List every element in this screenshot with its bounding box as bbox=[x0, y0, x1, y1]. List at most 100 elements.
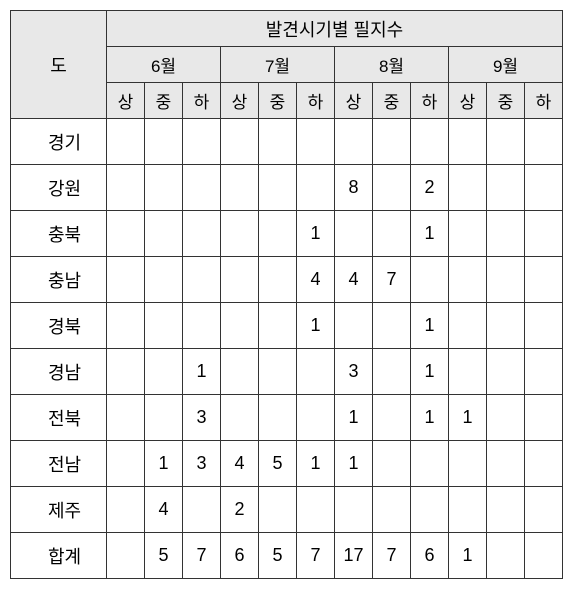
table-row: 합계5765717761 bbox=[11, 533, 563, 579]
table-row: 전북3111 bbox=[11, 395, 563, 441]
col-header-month-7: 7월 bbox=[221, 47, 335, 83]
col-header-month-8: 8월 bbox=[335, 47, 449, 83]
sub-header: 상 bbox=[449, 83, 487, 119]
row-label: 합계 bbox=[11, 533, 107, 579]
cell bbox=[525, 487, 563, 533]
row-label: 충남 bbox=[11, 257, 107, 303]
cell bbox=[221, 119, 259, 165]
cell: 5 bbox=[145, 533, 183, 579]
row-label: 충북 bbox=[11, 211, 107, 257]
cell bbox=[525, 303, 563, 349]
cell bbox=[373, 395, 411, 441]
cell bbox=[107, 257, 145, 303]
row-label: 경북 bbox=[11, 303, 107, 349]
cell bbox=[107, 165, 145, 211]
cell bbox=[525, 211, 563, 257]
cell bbox=[107, 441, 145, 487]
cell bbox=[449, 487, 487, 533]
cell: 1 bbox=[449, 533, 487, 579]
cell bbox=[487, 395, 525, 441]
cell: 5 bbox=[259, 441, 297, 487]
cell: 1 bbox=[297, 441, 335, 487]
col-header-month-6: 6월 bbox=[107, 47, 221, 83]
cell bbox=[449, 165, 487, 211]
sub-header: 하 bbox=[297, 83, 335, 119]
cell: 6 bbox=[411, 533, 449, 579]
sub-header: 상 bbox=[107, 83, 145, 119]
cell: 4 bbox=[145, 487, 183, 533]
cell bbox=[107, 119, 145, 165]
cell bbox=[297, 395, 335, 441]
cell: 1 bbox=[411, 349, 449, 395]
row-label: 경기 bbox=[11, 119, 107, 165]
cell bbox=[449, 257, 487, 303]
sub-header: 중 bbox=[487, 83, 525, 119]
cell bbox=[183, 165, 221, 211]
cell bbox=[145, 303, 183, 349]
cell bbox=[487, 211, 525, 257]
cell bbox=[221, 165, 259, 211]
cell bbox=[259, 349, 297, 395]
cell: 7 bbox=[183, 533, 221, 579]
cell: 1 bbox=[411, 303, 449, 349]
cell: 3 bbox=[183, 395, 221, 441]
cell bbox=[487, 303, 525, 349]
cell bbox=[259, 395, 297, 441]
cell bbox=[335, 303, 373, 349]
cell: 4 bbox=[297, 257, 335, 303]
sub-header: 중 bbox=[373, 83, 411, 119]
cell: 7 bbox=[373, 533, 411, 579]
cell bbox=[525, 395, 563, 441]
table-row: 충남447 bbox=[11, 257, 563, 303]
cell bbox=[411, 257, 449, 303]
cell bbox=[221, 395, 259, 441]
cell bbox=[145, 395, 183, 441]
cell bbox=[373, 211, 411, 257]
cell bbox=[449, 119, 487, 165]
cell bbox=[373, 349, 411, 395]
cell bbox=[373, 165, 411, 211]
cell bbox=[107, 303, 145, 349]
cell bbox=[373, 487, 411, 533]
cell bbox=[259, 211, 297, 257]
cell bbox=[487, 257, 525, 303]
cell bbox=[373, 441, 411, 487]
table-row: 강원82 bbox=[11, 165, 563, 211]
cell: 6 bbox=[221, 533, 259, 579]
cell: 4 bbox=[335, 257, 373, 303]
row-label: 전남 bbox=[11, 441, 107, 487]
cell: 2 bbox=[411, 165, 449, 211]
cell bbox=[449, 211, 487, 257]
header-row-top: 도 발견시기별 필지수 bbox=[11, 11, 563, 47]
cell bbox=[449, 441, 487, 487]
cell bbox=[297, 165, 335, 211]
cell bbox=[107, 533, 145, 579]
cell: 1 bbox=[183, 349, 221, 395]
cell bbox=[145, 165, 183, 211]
sub-header: 상 bbox=[335, 83, 373, 119]
cell: 3 bbox=[335, 349, 373, 395]
cell bbox=[183, 487, 221, 533]
cell bbox=[183, 119, 221, 165]
table-row: 전남134511 bbox=[11, 441, 563, 487]
cell bbox=[221, 303, 259, 349]
cell: 2 bbox=[221, 487, 259, 533]
cell bbox=[259, 487, 297, 533]
cell bbox=[145, 349, 183, 395]
cell bbox=[525, 349, 563, 395]
row-label: 강원 bbox=[11, 165, 107, 211]
table-row: 경북11 bbox=[11, 303, 563, 349]
cell bbox=[107, 349, 145, 395]
cell bbox=[411, 119, 449, 165]
sub-header: 하 bbox=[183, 83, 221, 119]
table-row: 제주42 bbox=[11, 487, 563, 533]
table-row: 충북11 bbox=[11, 211, 563, 257]
cell bbox=[145, 119, 183, 165]
cell: 17 bbox=[335, 533, 373, 579]
cell bbox=[411, 487, 449, 533]
cell bbox=[183, 211, 221, 257]
sub-header: 중 bbox=[259, 83, 297, 119]
cell bbox=[335, 119, 373, 165]
cell bbox=[297, 349, 335, 395]
cell bbox=[525, 441, 563, 487]
